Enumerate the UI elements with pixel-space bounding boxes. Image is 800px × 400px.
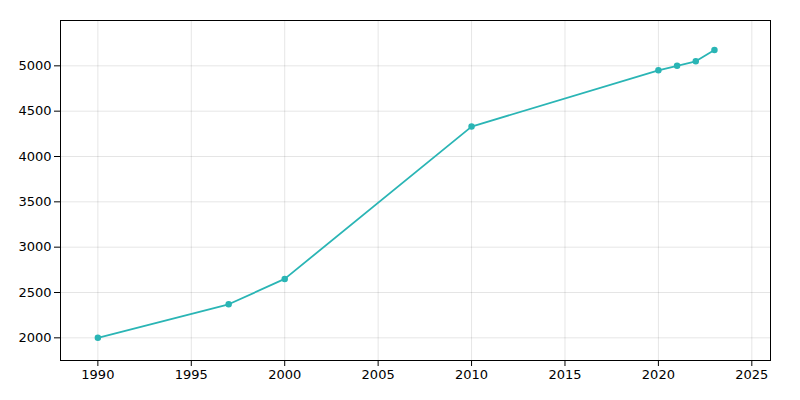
svg-text:2020: 2020: [642, 367, 675, 382]
svg-text:2005: 2005: [362, 367, 395, 382]
svg-text:2000: 2000: [268, 367, 301, 382]
svg-text:3000: 3000: [18, 239, 51, 254]
svg-text:4500: 4500: [18, 103, 51, 118]
svg-text:2015: 2015: [548, 367, 581, 382]
svg-text:3500: 3500: [18, 194, 51, 209]
svg-text:2500: 2500: [18, 285, 51, 300]
svg-text:4000: 4000: [18, 149, 51, 164]
svg-text:2025: 2025: [735, 367, 768, 382]
svg-text:1995: 1995: [175, 367, 208, 382]
svg-text:5000: 5000: [18, 58, 51, 73]
svg-text:2010: 2010: [455, 367, 488, 382]
svg-text:2000: 2000: [18, 330, 51, 345]
svg-text:1990: 1990: [81, 367, 114, 382]
